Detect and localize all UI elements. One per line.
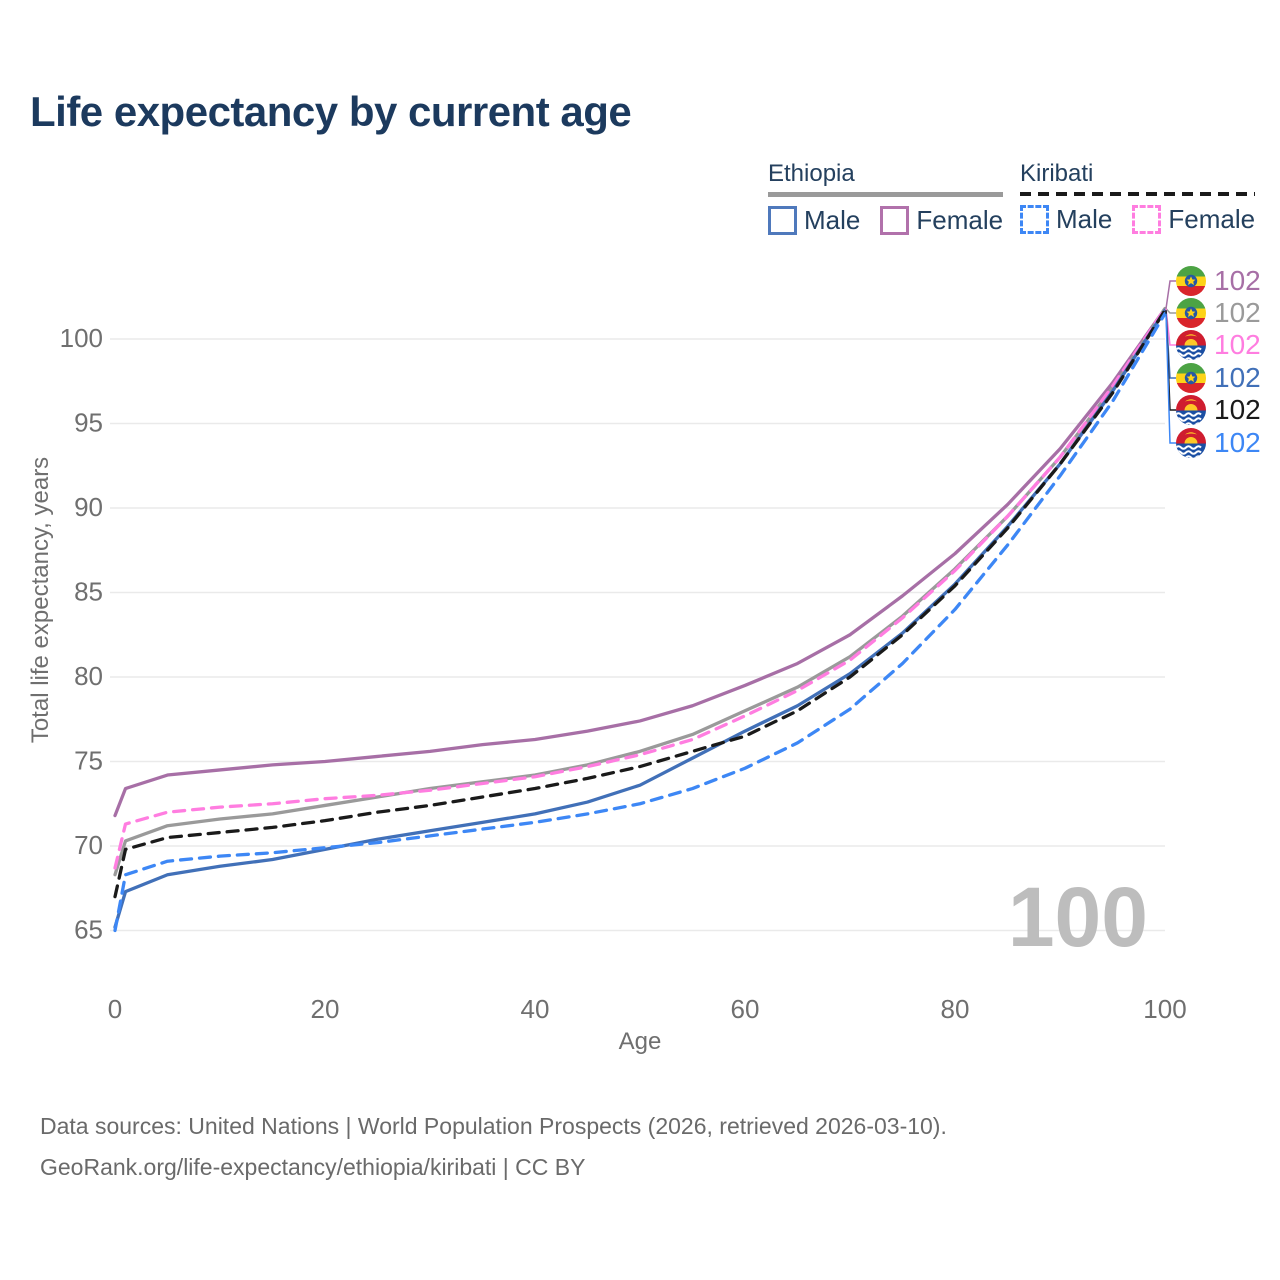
ethiopia-flag-icon (1176, 266, 1206, 296)
data-source-footer: Data sources: United Nations | World Pop… (40, 1106, 947, 1188)
x-tick-label: 80 (941, 994, 970, 1024)
x-tick-label: 60 (731, 994, 760, 1024)
y-tick-label: 70 (74, 830, 103, 860)
legend-group-ethiopia: Ethiopia Male Female (768, 160, 1004, 236)
end-connector (1165, 308, 1176, 314)
end-value-label: 102 (1214, 265, 1261, 296)
current-age-watermark: 100 (1008, 870, 1148, 964)
end-value-label: 102 (1214, 394, 1261, 425)
gridlines (110, 338, 1165, 932)
y-tick-label: 100 (60, 323, 103, 353)
series-line-kiribati-both-sexes (113, 308, 1167, 899)
legend-label: Male (1056, 204, 1113, 234)
x-tick-label: 100 (1143, 994, 1186, 1024)
end-connector (1165, 280, 1176, 309)
legend-group-kiribati: Kiribati Male Female (1020, 160, 1256, 235)
kiribati-flag-icon (1176, 428, 1206, 459)
legend-linestyle-ethiopia (768, 192, 1004, 197)
ethiopia-flag-icon (1176, 363, 1206, 393)
y-tick-label: 75 (74, 746, 103, 776)
x-tick-label: 0 (108, 994, 122, 1024)
legend-item-kiribati-female[interactable]: Female (1132, 204, 1255, 235)
legend-item-ethiopia-male[interactable]: Male (768, 205, 860, 236)
x-tick-label: 40 (521, 994, 550, 1024)
ethiopia-flag-icon (1176, 298, 1206, 328)
legend-item-ethiopia-female[interactable]: Female (880, 205, 1003, 236)
kiribati-male-swatch-icon (1020, 205, 1049, 234)
legend-label: Male (804, 205, 861, 235)
series-line-kiribati-female (113, 306, 1167, 870)
ethiopia-female-swatch-icon (880, 206, 910, 235)
footer-url-line[interactable]: GeoRank.org/life-expectancy/ethiopia/kir… (40, 1154, 586, 1180)
end-value-label: 102 (1214, 297, 1261, 328)
legend-label: Female (916, 205, 1004, 235)
y-tick-label: 95 (74, 408, 103, 438)
age-watermark: 100 (1008, 870, 1148, 964)
legend-label: Female (1168, 204, 1256, 234)
x-axis-title: Age (619, 1028, 662, 1055)
series-line-ethiopia-both-sexes (113, 306, 1167, 877)
y-tick-label: 65 (74, 915, 103, 945)
legend-country-ethiopia[interactable]: Ethiopia (768, 160, 855, 187)
y-tick-label: 85 (74, 577, 103, 607)
end-value-label: 102 (1214, 427, 1261, 458)
footer-sources-line: Data sources: United Nations | World Pop… (40, 1113, 947, 1139)
series-line-ethiopia-female (113, 306, 1167, 818)
legend-country-kiribati[interactable]: Kiribati (1020, 160, 1094, 187)
series-line-ethiopia-male (113, 308, 1167, 929)
legend-linestyle-kiribati (1020, 192, 1256, 196)
end-connector (1165, 313, 1176, 444)
y-tick-label: 80 (74, 661, 103, 691)
y-axis-title: Total life expectancy, years (27, 457, 54, 743)
kiribati-flag-icon (1176, 330, 1206, 361)
axes: 65 70 75 80 85 90 95 100 0 20 40 60 80 100 Age Total li… (27, 323, 1187, 1055)
kiribati-female-swatch-icon (1132, 205, 1162, 234)
legend-item-kiribati-male[interactable]: Male (1020, 204, 1112, 235)
y-tick-label: 90 (74, 492, 103, 522)
page-title: Life expectancy by current age (30, 88, 632, 135)
kiribati-flag-icon (1176, 395, 1206, 426)
end-value-label: 102 (1214, 329, 1261, 360)
series-line-kiribati-male (113, 311, 1167, 933)
ethiopia-male-swatch-icon (768, 206, 797, 235)
end-value-label: 102 (1214, 362, 1261, 393)
series-lines (113, 306, 1167, 933)
x-tick-label: 20 (311, 994, 340, 1024)
